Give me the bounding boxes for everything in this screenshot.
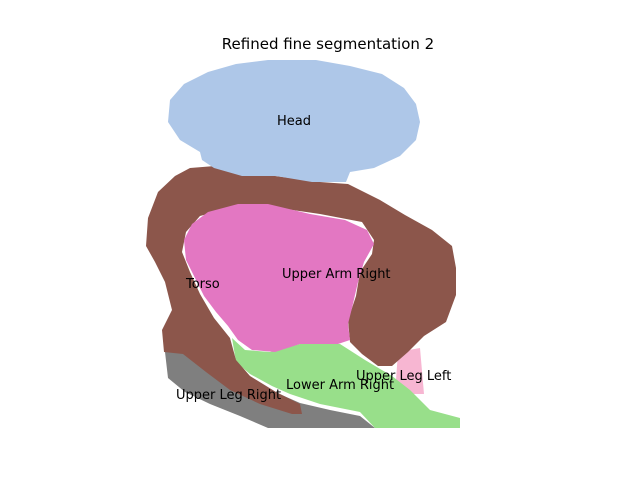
- segment-lower-arm-right: [232, 338, 460, 428]
- figure-title: Refined fine segmentation 2: [222, 35, 434, 53]
- label-head: Head: [277, 114, 311, 129]
- segment-upper-leg-left: [396, 348, 424, 394]
- segment-head: [168, 60, 420, 182]
- label-upper-arm-right: Upper Arm Right: [282, 267, 391, 282]
- label-torso: Torso: [185, 277, 220, 292]
- label-upper-leg-left: Upper Leg Left: [356, 369, 451, 384]
- segment-upper-arm-right: [184, 204, 374, 352]
- label-upper-leg-right: Upper Leg Right: [176, 388, 281, 403]
- segment-torso: [146, 166, 456, 414]
- label-lower-arm-right: Lower Arm Right: [286, 378, 394, 393]
- segment-upper-leg-right: [165, 350, 375, 428]
